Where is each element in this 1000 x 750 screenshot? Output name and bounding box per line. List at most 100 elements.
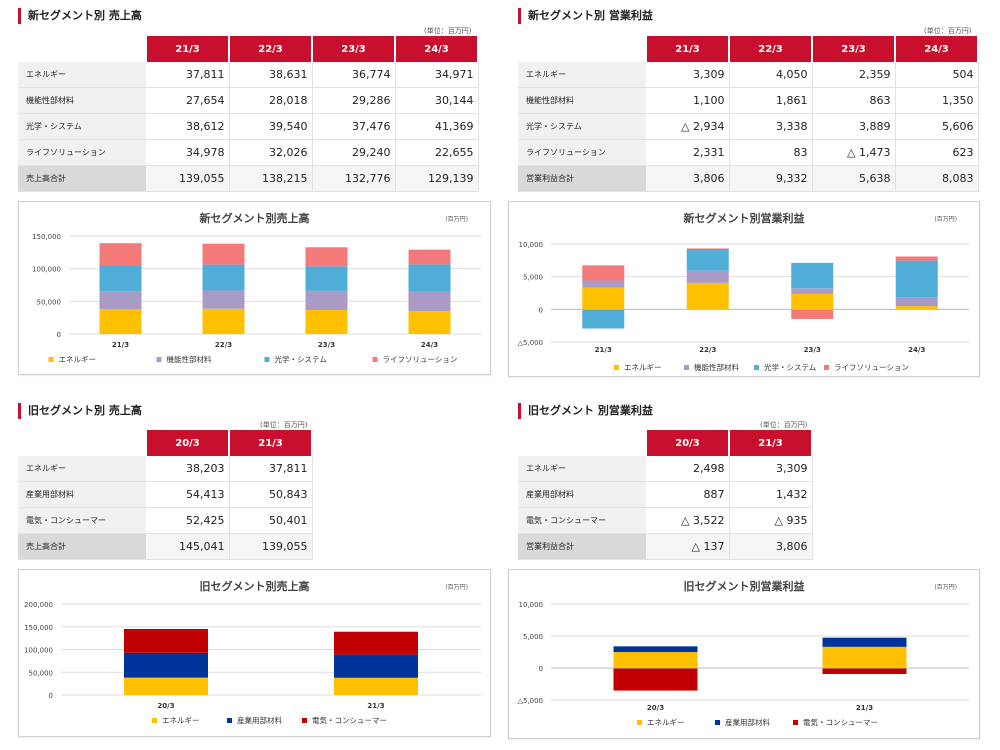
cell-value: 3,889 [812, 113, 896, 140]
y-tick-label: 0 [49, 692, 53, 700]
table-row: ライフソリューション 2,331 83 △ 1,473 623 [518, 139, 979, 166]
legend-swatch [48, 357, 54, 362]
total-value: 145,041 [146, 533, 230, 560]
column-header: 21/3 [146, 36, 230, 62]
y-tick-label: 0 [57, 331, 61, 339]
y-tick-label: △5,000 [518, 339, 543, 347]
cell-value: 52,425 [146, 507, 230, 534]
legend-label: 電気・コンシューマー [312, 715, 387, 725]
column-header: 21/3 [646, 36, 730, 62]
x-tick-label: 21/3 [856, 704, 873, 712]
column-header: 21/3 [729, 430, 813, 456]
bar-segment [334, 677, 418, 695]
cell-value: 887 [646, 481, 730, 508]
total-value: 139,055 [146, 165, 230, 192]
bar-segment [582, 265, 625, 281]
y-tick-label: 0 [539, 306, 543, 314]
bar-segment [334, 654, 418, 678]
y-tick-label: 150,000 [24, 624, 53, 632]
total-row: 営業利益合計 △ 137 3,806 [518, 533, 813, 560]
old-sales-chart: 旧セグメント別売上高 (百万円) 0 50,000 100,000 150,000 200,… [18, 569, 491, 737]
column-header: 22/3 [729, 36, 813, 62]
bar-segment [202, 264, 245, 291]
bar-segment [895, 306, 938, 310]
table-row: エネルギー 38,203 37,811 [18, 456, 313, 482]
bar-segment [822, 646, 907, 668]
column-header: 20/3 [146, 430, 230, 456]
legend-swatch [684, 365, 689, 370]
column-header: 20/3 [646, 430, 730, 456]
new-profit-section: 新セグメント別 営業利益 (単位：百万円) 21/3 22/3 23/3 24/… [508, 8, 993, 378]
y-tick-label: 10,000 [519, 241, 544, 249]
y-tick-label: 5,000 [523, 633, 543, 641]
legend-label: 産業用部材料 [237, 715, 282, 725]
cell-value: △ 2,934 [646, 113, 730, 140]
chart-unit: (百万円) [934, 584, 957, 591]
legend-label: エネルギー [59, 355, 97, 364]
total-label: 営業利益合計 [518, 533, 646, 560]
row-label: 機能性部材料 [18, 87, 146, 114]
bar-segment [822, 668, 907, 674]
legend-swatch [614, 365, 619, 370]
row-label: ライフソリューション [518, 139, 646, 166]
x-tick-label: 22/3 [215, 341, 232, 349]
legend-swatch [754, 365, 759, 370]
total-value: 3,806 [729, 533, 813, 560]
section-title: 新セグメント別 営業利益 [518, 8, 653, 24]
x-tick-label: 21/3 [112, 341, 129, 349]
cell-value: 3,338 [729, 113, 813, 140]
legend-swatch [715, 720, 720, 725]
column-header: 24/3 [895, 36, 979, 62]
bar-segment [613, 652, 698, 668]
table-row: エネルギー 3,309 4,050 2,359 504 [518, 62, 979, 88]
old-profit-chart-svg: 旧セグメント別営業利益 (百万円) △5,000 0 5,000 10,000 20/3 21… [518, 579, 969, 727]
total-value: 3,806 [646, 165, 730, 192]
chart-title: 新セグメント別売上高 [200, 211, 310, 225]
total-value: 129,139 [395, 165, 479, 192]
bar-segment [582, 287, 625, 310]
legend-label: 光学・システム [764, 362, 816, 372]
y-tick-label: 5,000 [523, 274, 543, 282]
y-tick-label: 200,000 [24, 601, 53, 609]
row-label: エネルギー [18, 62, 146, 88]
total-value: △ 137 [646, 533, 730, 560]
bar-segment [895, 260, 938, 298]
cell-value: 29,240 [312, 139, 396, 166]
legend-swatch [264, 357, 270, 362]
table-row: 電気・コンシューマー 52,425 50,401 [18, 507, 313, 534]
total-label: 営業利益合計 [518, 165, 646, 192]
row-label: 機能性部材料 [518, 87, 646, 114]
x-tick-label: 23/3 [318, 341, 335, 349]
new-sales-chart: 新セグメント別売上高 (百万円) 0 50,000 100,000 150,000 21/3… [18, 201, 491, 375]
table-row: 電気・コンシューマー △ 3,522 △ 935 [518, 507, 813, 534]
section-title: 旧セグメント別 売上高 [18, 403, 142, 419]
cell-value: 29,286 [312, 87, 396, 114]
legend-swatch [793, 720, 798, 725]
y-tick-label: 50,000 [37, 298, 62, 306]
x-tick-label: 20/3 [647, 704, 664, 712]
cell-value: 50,843 [229, 481, 313, 508]
total-value: 132,776 [312, 165, 396, 192]
column-header: 23/3 [812, 36, 896, 62]
old-profit-chart: 旧セグメント別営業利益 (百万円) △5,000 0 5,000 10,000 20/3 21… [508, 569, 980, 739]
cell-value: 37,811 [229, 456, 313, 482]
cell-value: 3,309 [646, 62, 730, 88]
legend-swatch [824, 365, 829, 370]
table-row: エネルギー 2,498 3,309 [518, 456, 813, 482]
legend-label: ライフソリューション [834, 363, 909, 372]
new-profit-chart: 新セグメント別営業利益 (百万円) △5,000 0 5,000 10,000 21/3 22… [508, 201, 980, 377]
chart-unit: (百万円) [934, 216, 957, 223]
bar-segment [124, 629, 208, 653]
x-tick-label: 22/3 [699, 346, 716, 354]
bar-segment [305, 290, 348, 310]
table-row: ライフソリューション 34,978 32,026 29,240 22,655 [18, 139, 479, 166]
chart-title: 新セグメント別営業利益 [684, 211, 805, 225]
bar-segment [305, 247, 348, 267]
new-sales-table: 21/3 22/3 23/3 24/3 エネルギー 37,811 38,631 … [18, 36, 479, 192]
legend-label: エネルギー [647, 718, 685, 727]
bar-segment [305, 309, 348, 334]
bar-segment [408, 311, 451, 334]
legend-swatch [227, 718, 232, 723]
bar-segment [124, 652, 208, 678]
old-profit-section: 旧セグメント 別営業利益 (単位：百万円) 20/3 21/3 エネルギー 2,… [508, 403, 993, 743]
